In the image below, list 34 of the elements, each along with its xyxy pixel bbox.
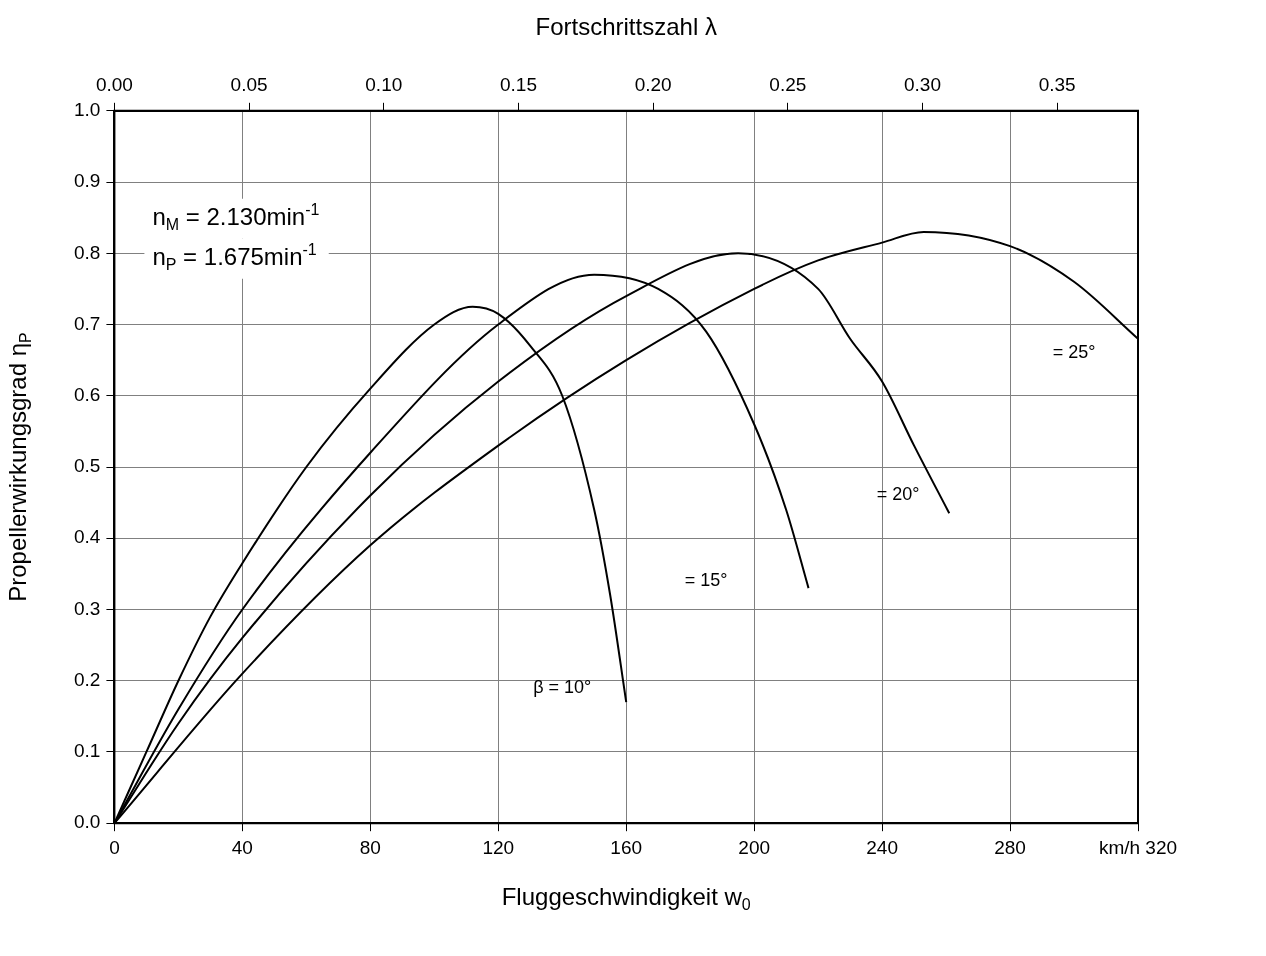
- x2-tick-label: 0.30: [904, 73, 941, 95]
- x2-axis-title: Fortschrittszahl λ: [535, 13, 717, 41]
- annotation: = 25°: [1052, 341, 1096, 362]
- y-tick-label: 1.0: [73, 99, 101, 121]
- x-tick-label: km/h 320: [1098, 836, 1178, 858]
- y-tick-label: 0.9: [73, 170, 101, 192]
- y-tick-label: 0.8: [73, 241, 101, 263]
- x2-tick-label: 0.00: [95, 73, 133, 95]
- y-tick-label: 0.0: [73, 811, 101, 833]
- annotation: = 15°: [684, 569, 728, 590]
- x2-tick-label: 0.35: [1038, 73, 1076, 95]
- y-tick-label: 0.3: [73, 597, 101, 619]
- x2-tick-label: 0.05: [230, 73, 268, 95]
- x-tick-label: 120: [482, 836, 515, 858]
- x-tick-label: 200: [738, 836, 771, 858]
- y-tick-label: 0.6: [73, 383, 101, 405]
- y-tick-label: 0.1: [73, 740, 101, 762]
- x2-tick-label: 0.10: [365, 73, 403, 95]
- x-tick-label: 280: [994, 836, 1026, 858]
- x2-tick-label: 0.15: [499, 73, 537, 95]
- x-tick-label: 0: [109, 836, 120, 858]
- y-tick-label: 0.2: [73, 668, 101, 690]
- x-tick-label: 240: [866, 836, 898, 858]
- y-axis-title: Propellerwirkungsgrad ηP: [4, 332, 35, 602]
- y-tick-label: 0.7: [73, 312, 101, 334]
- x-tick-label: 40: [231, 836, 253, 858]
- annotation: = 20°: [876, 484, 920, 505]
- y-tick-label: 0.5: [73, 455, 101, 477]
- annotation: β = 10°: [533, 676, 592, 697]
- y-tick-label: 0.4: [73, 526, 101, 548]
- x-tick-label: 160: [610, 836, 643, 858]
- x2-tick-label: 0.25: [769, 73, 807, 95]
- x2-tick-label: 0.20: [634, 73, 672, 95]
- x-tick-label: 80: [359, 836, 381, 858]
